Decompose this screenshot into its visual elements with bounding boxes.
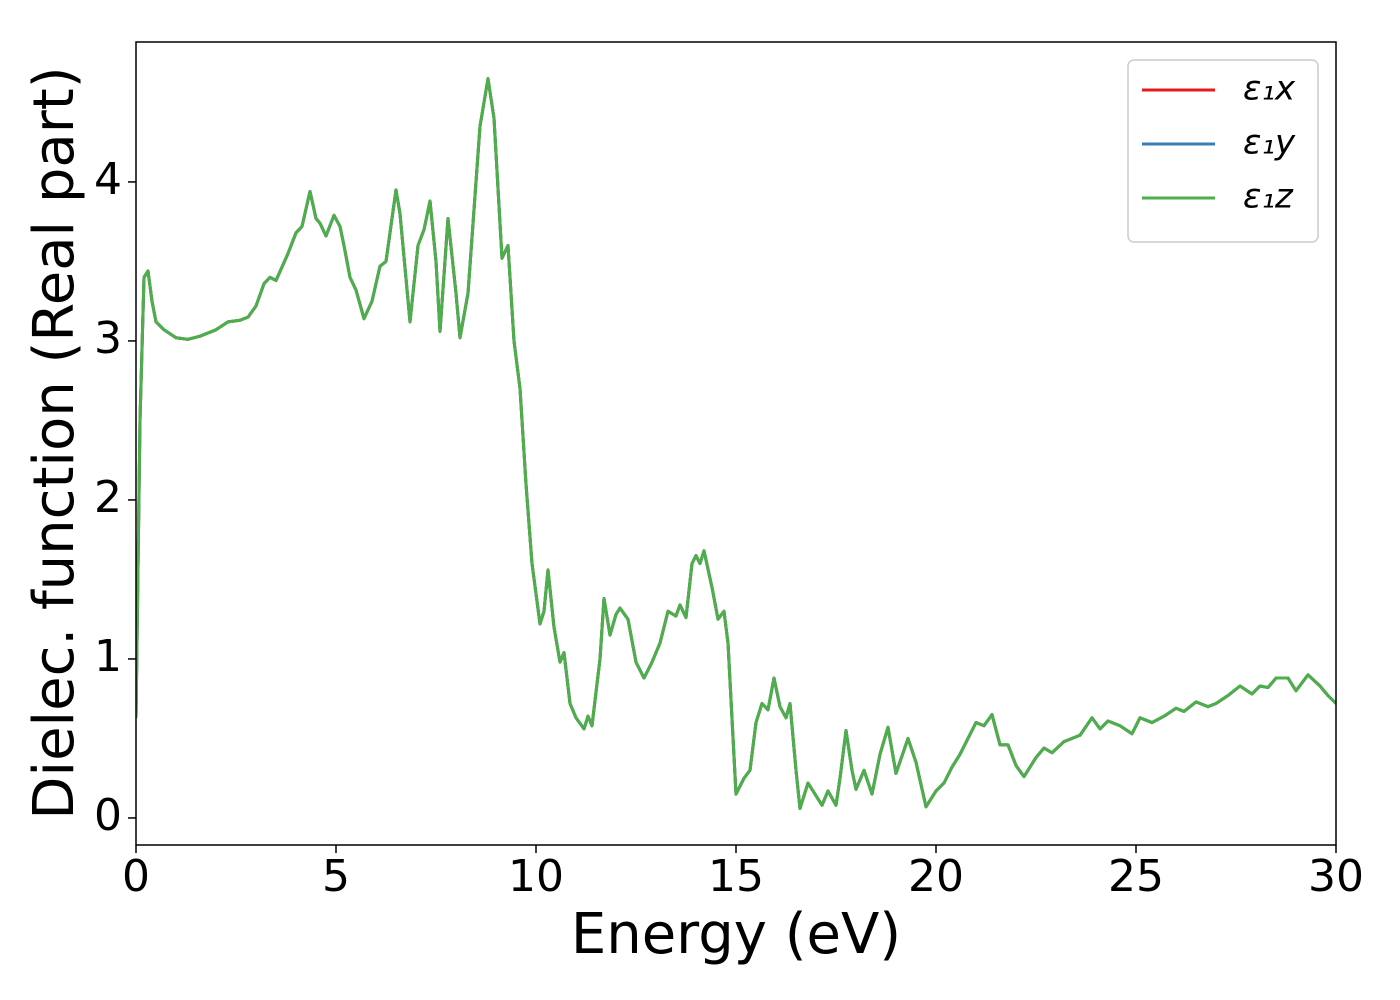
y-axis-label: Dielec. function (Real part) bbox=[22, 66, 87, 819]
legend-label: ε₁z bbox=[1243, 177, 1294, 217]
x-tick-label: 10 bbox=[508, 851, 564, 902]
y-tick-label: 2 bbox=[94, 472, 122, 523]
x-tick-label: 5 bbox=[322, 851, 350, 902]
y-tick-label: 3 bbox=[94, 313, 122, 364]
x-tick-label: 15 bbox=[708, 851, 764, 902]
y-tick-label: 4 bbox=[94, 154, 122, 205]
x-tick-label: 25 bbox=[1108, 851, 1164, 902]
x-axis-label: Energy (eV) bbox=[571, 902, 901, 967]
x-tick-label: 30 bbox=[1308, 851, 1364, 902]
plot-frame bbox=[135, 41, 1337, 846]
x-tick-label: 20 bbox=[908, 851, 964, 902]
y-tick-label: 0 bbox=[94, 790, 122, 841]
y-tick-label: 1 bbox=[94, 631, 122, 682]
legend-label: ε₁y bbox=[1243, 123, 1296, 163]
legend-label: ε₁x bbox=[1243, 69, 1296, 109]
x-tick-label: 0 bbox=[122, 851, 150, 902]
series-line bbox=[136, 77, 1336, 810]
